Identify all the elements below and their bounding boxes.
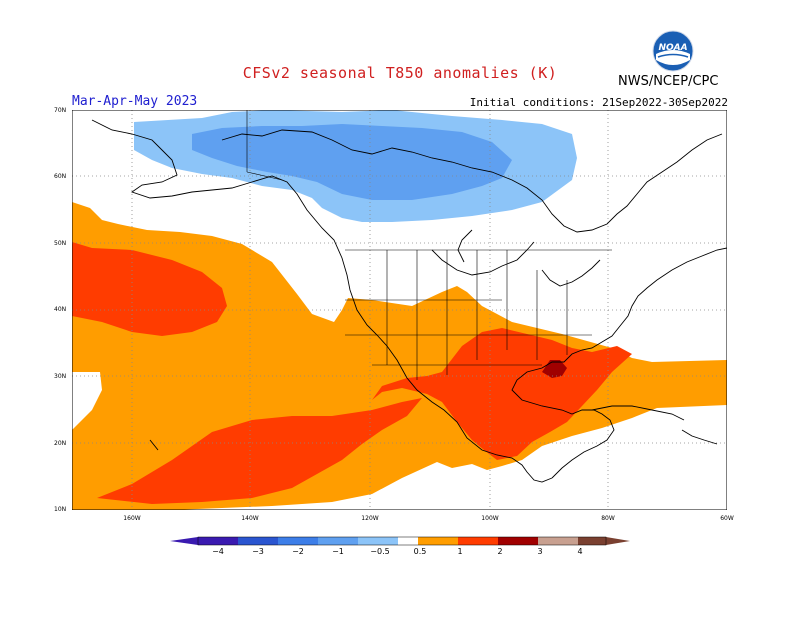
lon-label: 160W (123, 515, 141, 522)
initial-conditions-label: Initial conditions: 21Sep2022-30Sep2022 (469, 96, 728, 109)
legend-arrow-low (170, 537, 198, 545)
legend-swatch (318, 537, 358, 545)
lat-label: 20N (54, 440, 67, 447)
legend-swatch (238, 537, 278, 545)
legend-swatch (278, 537, 318, 545)
lon-label: 100W (481, 515, 499, 522)
legend-label: −0.5 (370, 547, 390, 556)
legend-swatch (458, 537, 498, 545)
legend-label: 0.5 (413, 547, 427, 556)
legend-label: −3 (252, 547, 264, 556)
anomaly-region-pacific-warm (97, 398, 422, 504)
anomaly-region-northeast-pacific (72, 242, 227, 336)
anomaly-region-canada-colder (192, 124, 512, 200)
legend-swatch (538, 537, 578, 545)
lat-label: 50N (54, 240, 67, 247)
lat-label: 40N (54, 306, 67, 313)
lon-label: 80W (601, 515, 615, 522)
color-legend (170, 536, 630, 546)
lat-label: 30N (54, 373, 67, 380)
lat-label: 70N (54, 107, 67, 114)
legend-swatch (198, 537, 238, 545)
lat-label: 60N (54, 173, 67, 180)
legend-label: 1 (457, 547, 463, 556)
lon-label: 140W (241, 515, 259, 522)
anomaly-map (72, 110, 727, 510)
legend-label: −4 (212, 547, 224, 556)
logo-text: NOAA (658, 43, 688, 53)
lon-label: 120W (361, 515, 379, 522)
noaa-logo: NOAA (652, 30, 694, 72)
legend-label: −2 (292, 547, 304, 556)
legend-label: −1 (332, 547, 344, 556)
agency-label: NWS/NCEP/CPC (618, 74, 719, 89)
legend-arrow-high (606, 537, 630, 545)
legend-label: 2 (497, 547, 503, 556)
lon-label: 60W (720, 515, 734, 522)
lat-label: 10N (54, 506, 67, 513)
state-borders (246, 110, 612, 380)
legend-label: 3 (537, 547, 543, 556)
season-label: Mar-Apr-May 2023 (72, 94, 198, 109)
map-title: CFSv2 seasonal T850 anomalies (K) (242, 64, 558, 82)
legend-swatch (418, 537, 458, 545)
legend-label: 4 (577, 547, 583, 556)
legend-swatch (498, 537, 538, 545)
legend-swatch (358, 537, 398, 545)
coastlines (91, 119, 727, 483)
anomaly-region-southern-us (372, 328, 632, 460)
legend-swatch (578, 537, 606, 545)
